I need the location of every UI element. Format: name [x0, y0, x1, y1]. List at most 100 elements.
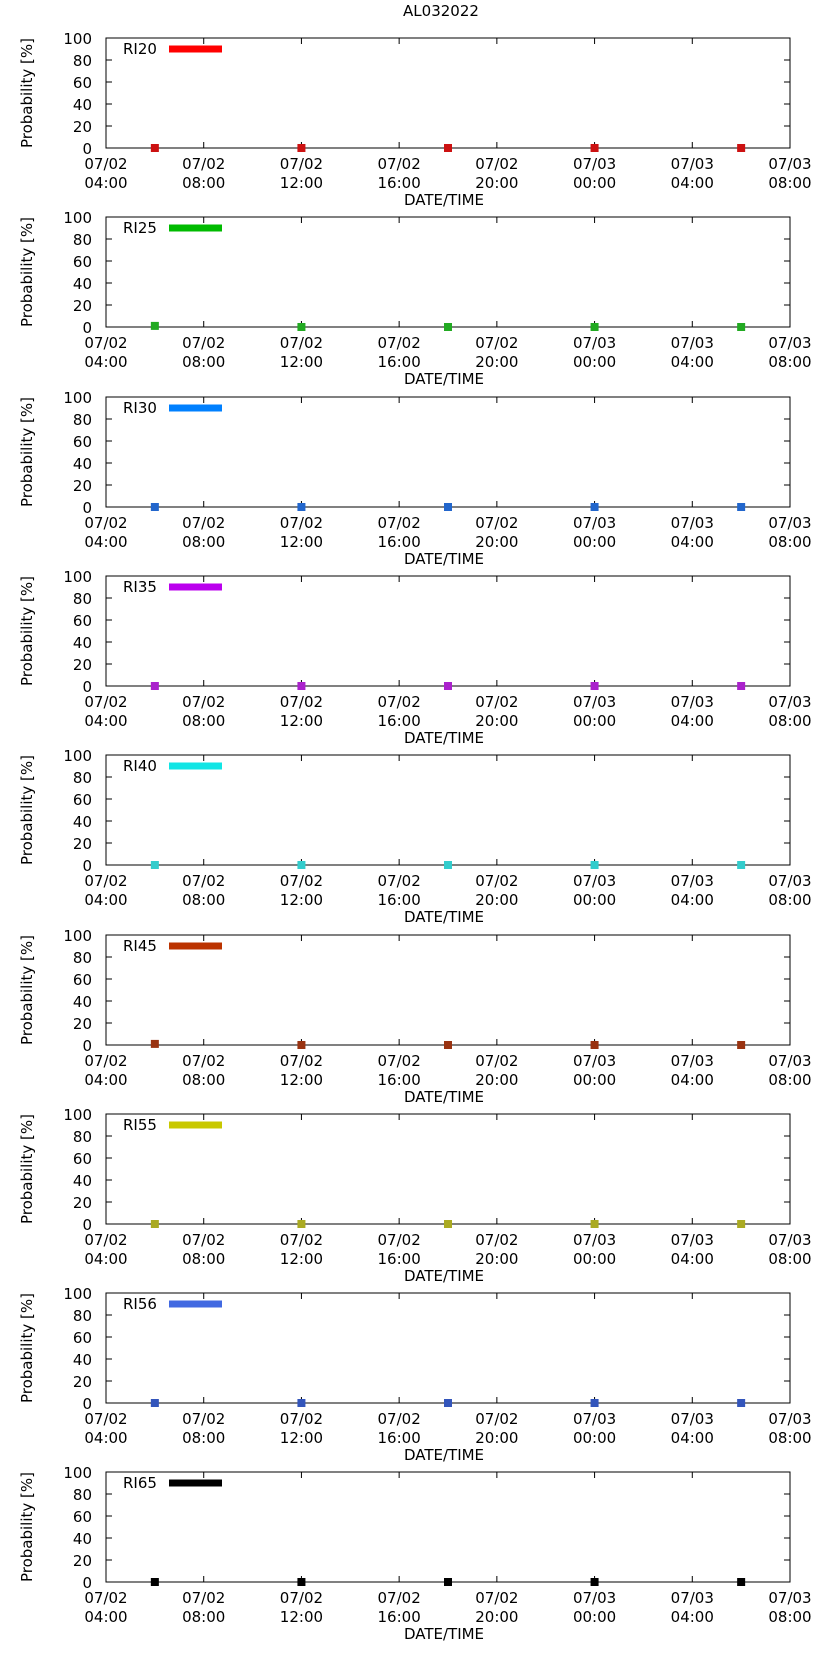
x-tick-date: 07/03 [768, 155, 811, 173]
y-tick-label: 60 [73, 1508, 92, 1526]
x-tick-time: 12:00 [280, 1250, 323, 1268]
x-tick-date: 07/02 [475, 1589, 518, 1607]
x-tick-date: 07/02 [182, 334, 225, 352]
x-axis-label: DATE/TIME [404, 191, 484, 209]
x-tick-time: 00:00 [573, 1429, 616, 1447]
x-tick-date: 07/02 [378, 334, 421, 352]
x-tick-date: 07/02 [280, 1589, 323, 1607]
y-tick-label: 80 [73, 1307, 92, 1325]
y-axis-label: Probability [%] [18, 1472, 36, 1582]
x-tick-time: 08:00 [768, 1429, 811, 1447]
x-tick-time: 04:00 [671, 1608, 714, 1626]
data-point [150, 1578, 159, 1586]
y-tick-label: 100 [63, 30, 92, 48]
x-tick-time: 08:00 [182, 174, 225, 192]
data-point [590, 1041, 599, 1049]
x-tick-date: 07/02 [475, 693, 518, 711]
y-tick-label: 0 [82, 1574, 92, 1592]
data-point [297, 1041, 306, 1049]
x-tick-time: 00:00 [573, 712, 616, 730]
x-tick-time: 08:00 [768, 891, 811, 909]
data-point [590, 323, 599, 331]
x-tick-time: 04:00 [84, 1250, 127, 1268]
x-tick-date: 07/02 [475, 514, 518, 532]
y-tick-label: 0 [82, 499, 92, 517]
x-tick-date: 07/02 [378, 1231, 421, 1249]
x-tick-date: 07/02 [475, 1052, 518, 1070]
x-tick-date: 07/03 [573, 1231, 616, 1249]
y-tick-label: 40 [73, 1351, 92, 1369]
x-tick-time: 04:00 [84, 174, 127, 192]
y-tick-label: 80 [73, 1486, 92, 1504]
x-tick-date: 07/03 [768, 1589, 811, 1607]
x-tick-date: 07/03 [671, 872, 714, 890]
x-tick-date: 07/02 [280, 1231, 323, 1249]
data-point [590, 1578, 599, 1586]
data-point [590, 682, 599, 690]
y-tick-label: 80 [73, 1128, 92, 1146]
x-tick-date: 07/03 [671, 155, 714, 173]
y-tick-label: 100 [63, 209, 92, 227]
legend-label: RI30 [123, 399, 157, 417]
x-tick-time: 08:00 [182, 1608, 225, 1626]
x-tick-time: 16:00 [378, 353, 421, 371]
x-tick-date: 07/02 [475, 872, 518, 890]
y-tick-label: 60 [73, 74, 92, 92]
x-tick-time: 00:00 [573, 1250, 616, 1268]
x-tick-time: 00:00 [573, 1071, 616, 1089]
chart-ri65: 02040608010007/0204:0007/0208:0007/0212:… [18, 1464, 812, 1643]
x-tick-time: 04:00 [84, 1608, 127, 1626]
data-point [297, 503, 306, 511]
x-tick-date: 07/02 [280, 1410, 323, 1428]
y-tick-label: 20 [73, 656, 92, 674]
x-tick-date: 07/03 [573, 1589, 616, 1607]
x-tick-date: 07/03 [768, 1052, 811, 1070]
x-tick-date: 07/02 [475, 1410, 518, 1428]
chart-panels: 02040608010007/0204:0007/0208:0007/0212:… [18, 30, 812, 1643]
y-tick-label: 0 [82, 1216, 92, 1234]
data-point [150, 321, 159, 330]
x-tick-time: 12:00 [280, 353, 323, 371]
x-tick-date: 07/02 [280, 693, 323, 711]
x-tick-time: 04:00 [671, 533, 714, 551]
chart-ri56: 02040608010007/0204:0007/0208:0007/0212:… [18, 1285, 812, 1464]
y-tick-label: 100 [63, 1106, 92, 1124]
x-tick-date: 07/02 [182, 1589, 225, 1607]
x-tick-date: 07/03 [573, 1410, 616, 1428]
y-tick-label: 40 [73, 1530, 92, 1548]
x-tick-date: 07/02 [84, 1231, 127, 1249]
chart-ri30: 02040608010007/0204:0007/0208:0007/0212:… [18, 389, 812, 568]
x-tick-time: 16:00 [378, 1250, 421, 1268]
y-tick-label: 100 [63, 747, 92, 765]
data-point [297, 323, 306, 331]
x-tick-time: 12:00 [280, 1608, 323, 1626]
x-tick-date: 07/03 [573, 1052, 616, 1070]
y-tick-label: 0 [82, 319, 92, 337]
data-point [737, 323, 746, 331]
x-tick-date: 07/02 [84, 1589, 127, 1607]
figure-title: AL032022 [403, 2, 479, 20]
x-tick-date: 07/02 [280, 334, 323, 352]
x-tick-date: 07/03 [671, 1589, 714, 1607]
y-tick-label: 60 [73, 791, 92, 809]
y-tick-label: 20 [73, 118, 92, 136]
y-tick-label: 40 [73, 96, 92, 114]
data-point [737, 1578, 746, 1586]
x-tick-time: 04:00 [671, 712, 714, 730]
x-tick-date: 07/02 [84, 334, 127, 352]
x-tick-time: 04:00 [84, 712, 127, 730]
legend-label: RI45 [123, 937, 157, 955]
data-point [297, 1399, 306, 1407]
y-tick-label: 0 [82, 678, 92, 696]
y-tick-label: 20 [73, 1194, 92, 1212]
x-tick-time: 20:00 [475, 891, 518, 909]
data-point [444, 323, 452, 331]
data-point [590, 861, 599, 869]
x-tick-time: 20:00 [475, 174, 518, 192]
x-tick-date: 07/02 [378, 872, 421, 890]
y-tick-label: 60 [73, 1150, 92, 1168]
x-tick-date: 07/02 [84, 155, 127, 173]
legend-label: RI35 [123, 578, 157, 596]
x-tick-date: 07/02 [475, 155, 518, 173]
